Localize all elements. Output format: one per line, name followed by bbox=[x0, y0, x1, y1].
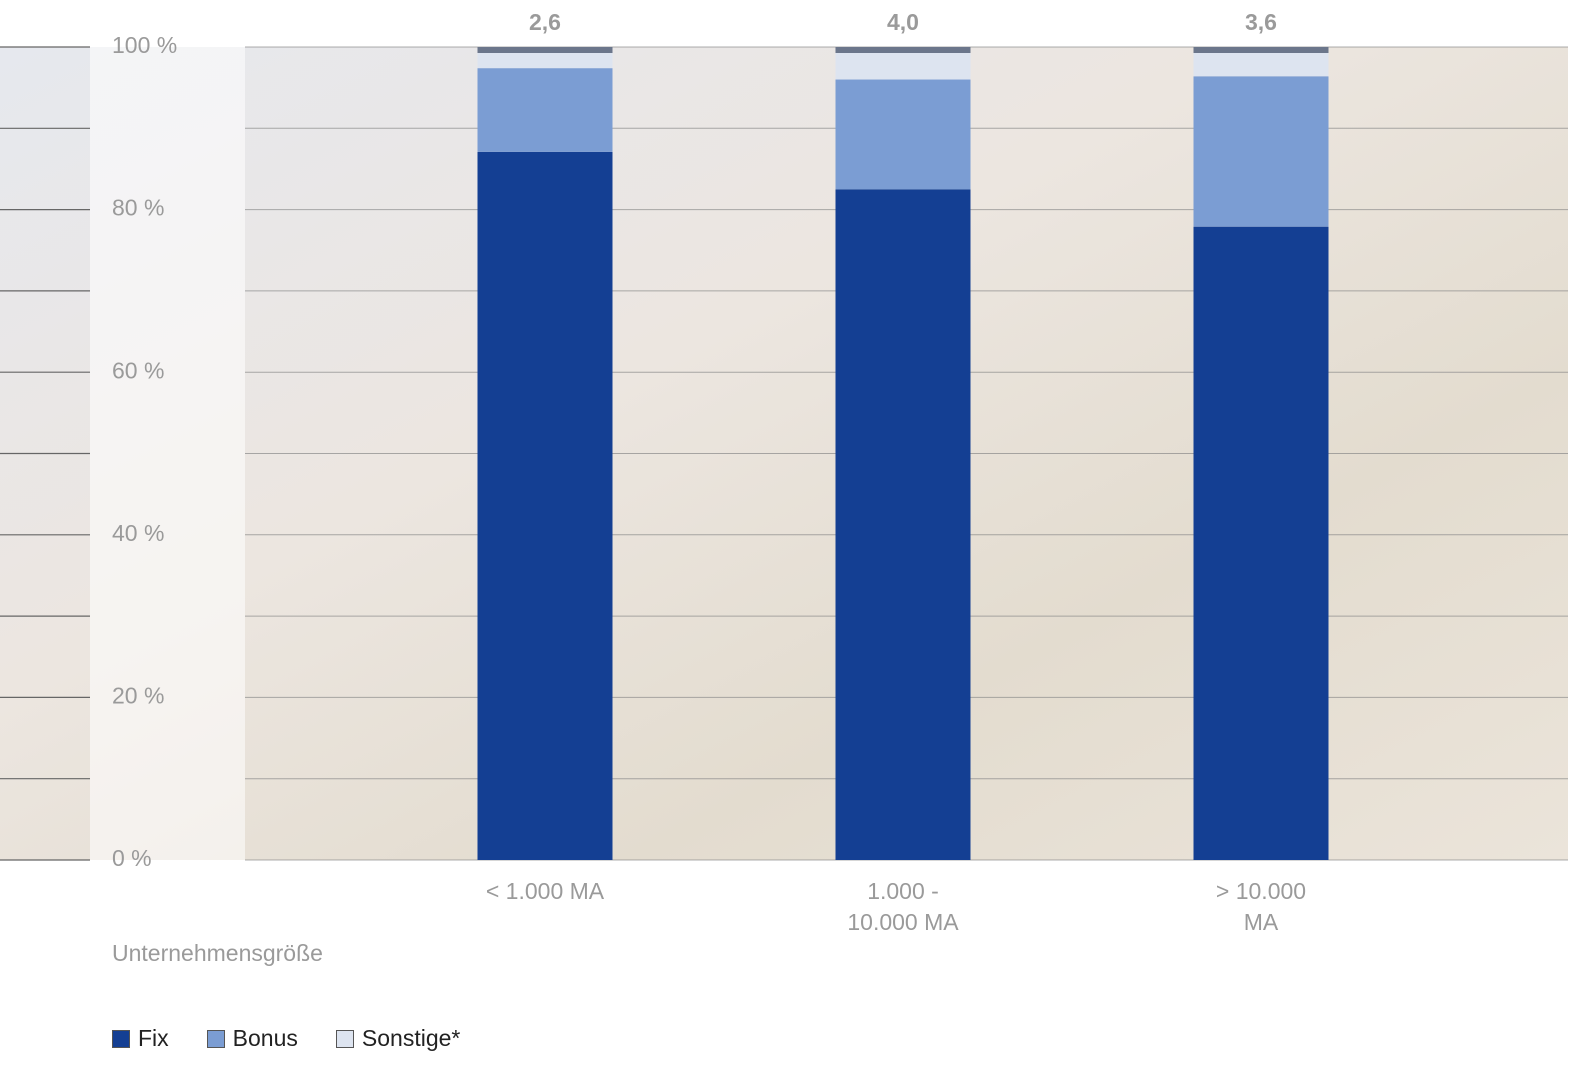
legend-swatch bbox=[206, 1029, 225, 1048]
label-band bbox=[90, 47, 245, 860]
value-label: 3,6 bbox=[1245, 9, 1277, 35]
bar-segment bbox=[1193, 226, 1329, 861]
x-tick-label: > 10.000 MA bbox=[1215, 878, 1307, 935]
legend: Fix Bonus Sonstige* bbox=[112, 1025, 460, 1052]
x-tick-label: 1.000 - 10.000 MA bbox=[847, 878, 959, 935]
legend-label: Bonus bbox=[232, 1025, 298, 1051]
legend-swatch bbox=[112, 1029, 130, 1048]
bar-segment bbox=[835, 79, 971, 190]
bar-top-shade bbox=[835, 47, 971, 53]
bar-segment bbox=[835, 189, 971, 860]
legend-item: Sonstige* bbox=[335, 1025, 461, 1052]
y-tick-label: 60 % bbox=[112, 357, 164, 383]
legend-item: Fix bbox=[112, 1025, 169, 1052]
y-tick-label: 0 % bbox=[112, 845, 152, 871]
y-tick-label: 40 % bbox=[112, 520, 164, 546]
legend-label: Fix bbox=[138, 1025, 169, 1051]
bar-segment bbox=[477, 151, 613, 860]
legend-item: Bonus bbox=[206, 1025, 298, 1052]
y-tick-label: 20 % bbox=[112, 682, 164, 708]
legend-swatch bbox=[335, 1029, 354, 1048]
bar-top-shade bbox=[477, 47, 613, 53]
x-tick-label: < 1.000 MA bbox=[485, 878, 605, 904]
legend-label: Sonstige* bbox=[361, 1025, 461, 1051]
value-label: 2,6 bbox=[529, 9, 561, 35]
bar-segment bbox=[1193, 76, 1329, 227]
bar-top-shade bbox=[1193, 47, 1329, 53]
value-label: 4,0 bbox=[887, 9, 919, 35]
y-tick-label: 100 % bbox=[112, 32, 177, 58]
bar-segment bbox=[477, 68, 613, 152]
x-axis-title: Unternehmensgröße bbox=[112, 940, 323, 966]
y-tick-label: 80 % bbox=[112, 195, 164, 221]
